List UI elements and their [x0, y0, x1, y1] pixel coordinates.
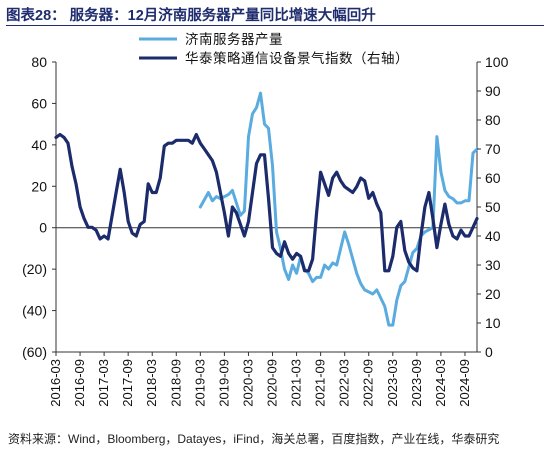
series-layer [54, 91, 479, 327]
y-left-tick-label: (20) [22, 261, 47, 277]
x-tick-label: 2019-09 [216, 359, 231, 407]
y-left-tick-label: 80 [31, 54, 47, 70]
x-tick-label: 2024-03 [433, 359, 448, 407]
x-tick-label: 2020-03 [240, 359, 255, 407]
x-tick-label: 2023-09 [409, 359, 424, 407]
legend-label: 华泰策略通信设备景气指数（右轴） [185, 50, 409, 66]
x-tick-label: 2016-03 [48, 359, 63, 407]
y-right-tick-label: 80 [485, 112, 501, 128]
x-tick-label: 2017-03 [96, 359, 111, 407]
x-tick-label: 2023-03 [385, 359, 400, 407]
legend-label: 济南服务器产量 [185, 32, 283, 47]
source-note: 资料来源：Wind，Bloomberg，Datayes，iFind，海关总署，百… [8, 432, 500, 446]
series-line-production [198, 91, 479, 327]
x-tick-label: 2022-09 [361, 359, 376, 407]
x-tick-label: 2024-09 [457, 359, 472, 407]
y-right-tick-label: 30 [485, 257, 501, 273]
plot-frame [55, 62, 478, 353]
y-right-tick-label: 40 [485, 228, 501, 244]
y-right-tick-label: 20 [485, 286, 501, 302]
x-tick-label: 2021-09 [313, 359, 328, 407]
x-tick-label: 2020-09 [265, 359, 280, 407]
y-right-tick-label: 70 [485, 141, 501, 157]
y-left-tick-label: (40) [22, 303, 47, 319]
y-left-tick-label: (60) [22, 344, 47, 360]
chart-canvas: (60) (40) (20) 0 20 40 60 80 0 10 20 30 40 50 60 70 80 90… [22, 32, 508, 407]
y-right-tick-label: 90 [485, 83, 501, 99]
y-left-tick-label: 40 [31, 137, 47, 153]
series-line-index [54, 132, 479, 273]
y-right-tick-label: 100 [485, 54, 509, 70]
title-divider [6, 25, 544, 27]
y-left-tick-label: 0 [39, 220, 47, 236]
y-right-tick-label: 50 [485, 199, 501, 215]
y-left-tick-label: 60 [31, 95, 47, 111]
x-tick-label: 2018-09 [168, 359, 183, 407]
chart-title: 图表28： 服务器：12月济南服务器产量同比增速大幅回升 [6, 8, 376, 24]
axis-layer: (60) (40) (20) 0 20 40 60 80 0 10 20 30 40 50 60 70 80 90… [22, 54, 508, 407]
x-tick-label: 2017-09 [120, 359, 135, 407]
y-right-tick-label: 0 [485, 344, 493, 360]
x-tick-label: 2021-03 [289, 359, 304, 407]
x-tick-label: 2019-03 [192, 359, 207, 407]
y-right-tick-label: 10 [485, 315, 501, 331]
x-tick-label: 2022-03 [337, 359, 352, 407]
y-left-tick-label: 20 [31, 178, 47, 194]
y-right-tick-label: 60 [485, 170, 501, 186]
x-tick-label: 2018-03 [144, 359, 159, 407]
x-tick-label: 2016-09 [72, 359, 87, 407]
